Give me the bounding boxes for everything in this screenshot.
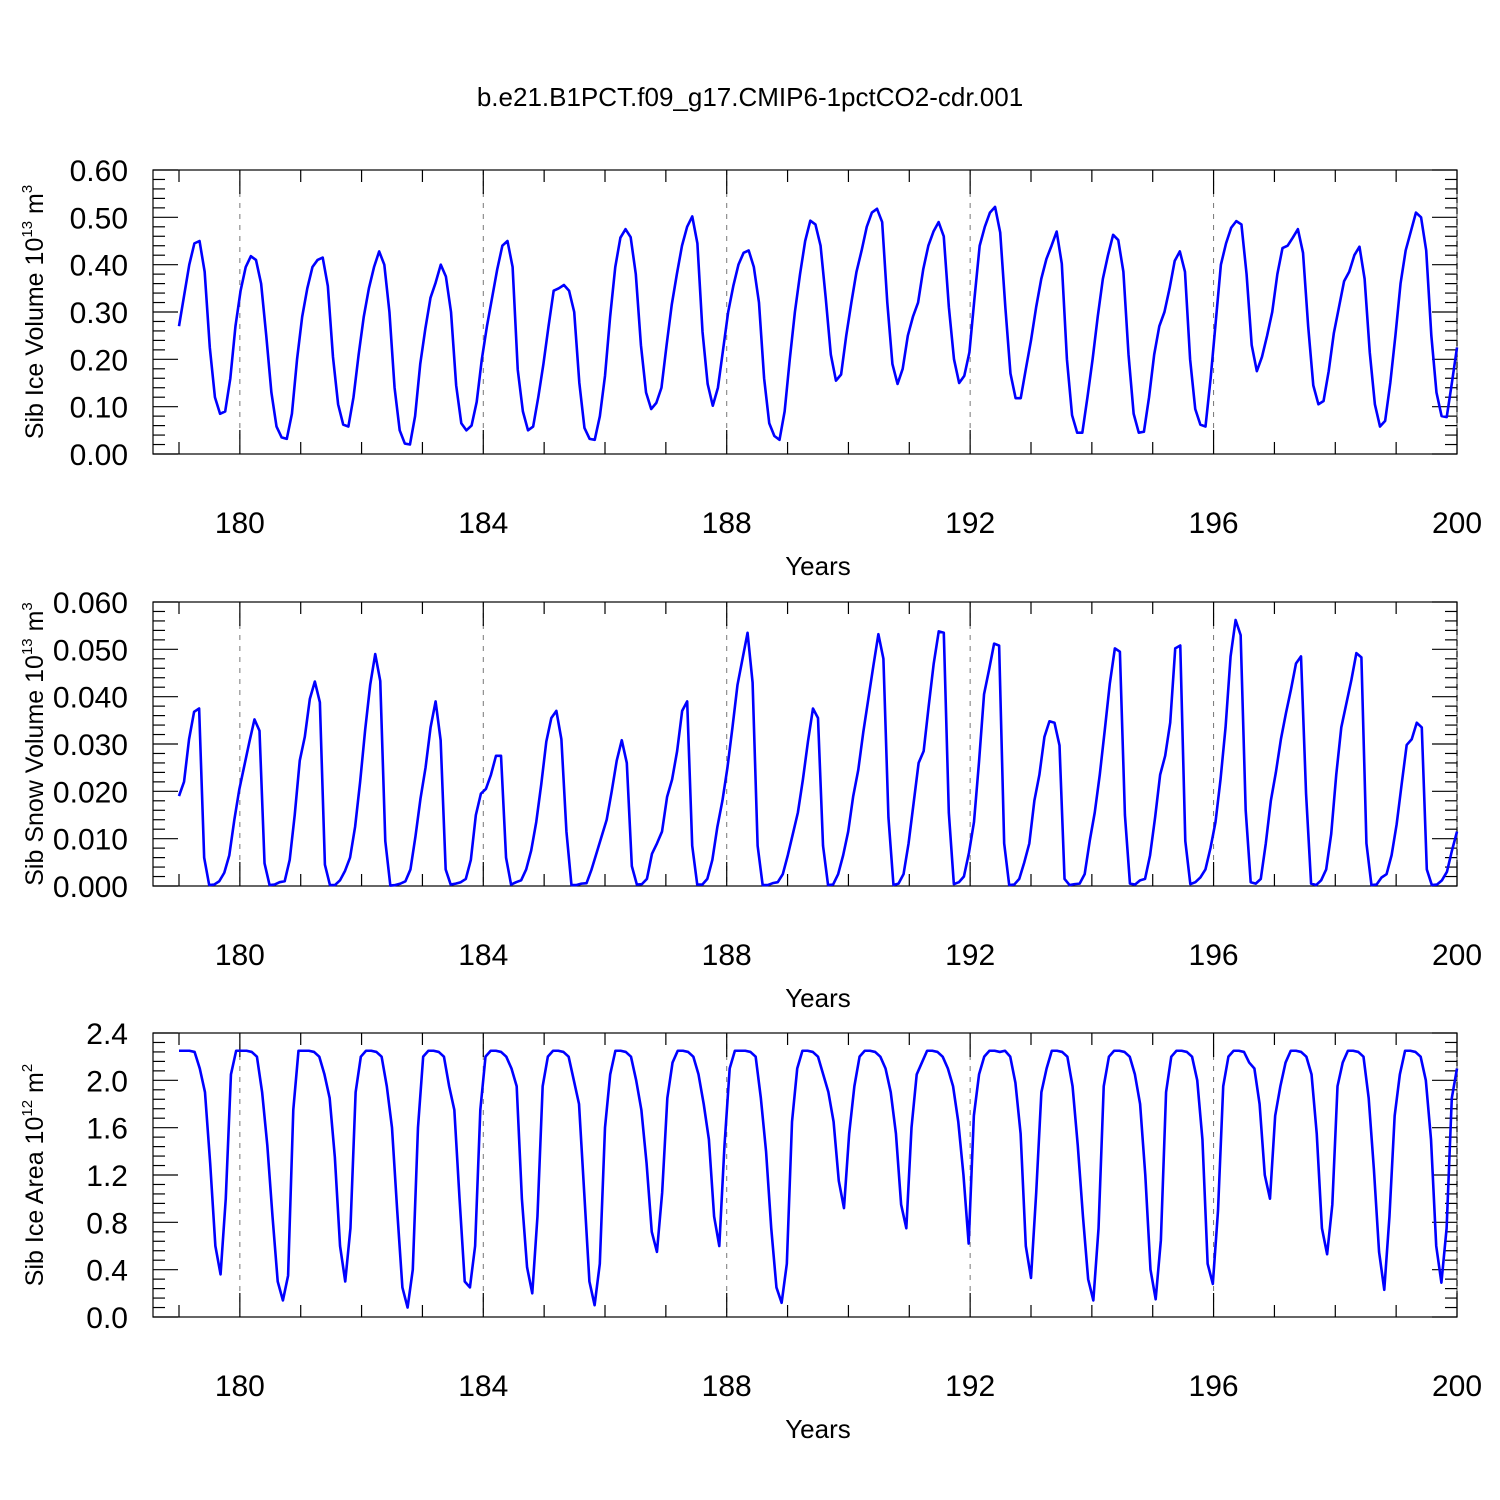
x-tick-label: 180 [215, 939, 265, 972]
y-tick-label: 2.0 [86, 1065, 128, 1098]
y-axis-label: Sib Ice Volume 1013 m3 [19, 185, 49, 439]
y-tick-label: 0.020 [53, 776, 128, 809]
y-axis-label-ylabel: Sib Ice Volume [21, 265, 49, 439]
y-axis-label-yunit-base: 10 [21, 655, 49, 683]
y-tick-label: 0.30 [70, 297, 128, 330]
x-tick-label: 192 [945, 939, 995, 972]
x-tick-label: 192 [945, 507, 995, 540]
y-axis-label-yunit-tail-exp: 2 [19, 1064, 36, 1072]
x-tick-label: 196 [1189, 507, 1239, 540]
plot-frame [152, 1032, 1458, 1318]
series-line [179, 1049, 1459, 1309]
y-axis-label-yunit-base: 10 [21, 1117, 49, 1145]
chart-title: b.e21.B1PCT.f09_g17.CMIP6-1pctCO2-cdr.00… [477, 82, 1023, 112]
y-tick-label: 0.010 [53, 824, 128, 857]
series-line [177, 205, 1459, 446]
y-tick-label: 0.40 [70, 250, 128, 283]
plot-frame [152, 169, 1458, 455]
y-axis-label-yunit-tail: m [21, 611, 49, 639]
x-tick-label: 200 [1432, 939, 1482, 972]
y-tick-label: 0.0 [86, 1302, 128, 1335]
y-tick-label: 0.60 [70, 155, 128, 188]
y-axis-label-yunit-tail-exp: 3 [19, 602, 36, 610]
x-tick-label: 196 [1189, 1370, 1239, 1403]
y-tick-label: 2.4 [86, 1018, 128, 1051]
y-tick-label: 0.050 [53, 634, 128, 667]
y-axis-label-yunit-exp: 13 [19, 638, 36, 655]
x-tick-label: 188 [702, 1370, 752, 1403]
series-line [177, 618, 1459, 887]
y-axis-label-yunit-exp: 12 [19, 1100, 36, 1117]
y-axis-label-yunit-base: 10 [21, 238, 49, 266]
y-axis-label-yunit-exp: 13 [19, 221, 36, 238]
panel-1: 180 184 188 192 196 200 Years 0.00 0.10 0.20 0.30 0… [19, 155, 1482, 581]
panel-3: 180 184 188 192 196 200 Years 0.0 0.4 0.8 1.2 1.6 2.… [19, 1018, 1482, 1444]
x-tick-label: 200 [1432, 1370, 1482, 1403]
y-axis-label-yunit-tail: m [21, 193, 49, 221]
x-tick-label: 188 [702, 939, 752, 972]
y-tick-label: 0.000 [53, 871, 128, 904]
y-axis-label-ylabel: Sib Ice Area [21, 1144, 49, 1286]
y-tick-label: 0.040 [53, 682, 128, 715]
plot-frame [152, 601, 1458, 887]
panels: 180 184 188 192 196 200 Years 0.00 0.10 0.20 0.30 0… [19, 155, 1482, 1444]
y-tick-label: 0.030 [53, 729, 128, 762]
y-tick-label: 0.20 [70, 344, 128, 377]
x-tick-label: 196 [1189, 939, 1239, 972]
x-axis-label: Years [785, 551, 851, 581]
x-tick-label: 180 [215, 1370, 265, 1403]
x-tick-label: 180 [215, 507, 265, 540]
x-tick-label: 184 [458, 507, 508, 540]
x-tick-label: 192 [945, 1370, 995, 1403]
x-tick-label: 188 [702, 507, 752, 540]
y-axis-label-ylabel: Sib Snow Volume [21, 683, 49, 886]
y-tick-label: 0.4 [86, 1255, 128, 1288]
y-axis-label-yunit-tail-exp: 3 [19, 185, 36, 193]
y-tick-label: 0.10 [70, 392, 128, 425]
x-axis-label: Years [785, 1414, 851, 1444]
y-tick-label: 0.060 [53, 587, 128, 620]
y-axis-label-yunit-tail: m [21, 1072, 49, 1100]
x-tick-label: 184 [458, 939, 508, 972]
y-tick-label: 1.2 [86, 1160, 128, 1193]
y-tick-label: 1.6 [86, 1113, 128, 1146]
y-tick-label: 0.8 [86, 1207, 128, 1240]
y-tick-label: 0.50 [70, 202, 128, 235]
x-tick-label: 200 [1432, 507, 1482, 540]
panel-2: 180 184 188 192 196 200 Years 0.000 0.010 0.020 0.… [19, 587, 1482, 1013]
x-tick-label: 184 [458, 1370, 508, 1403]
y-axis-label: Sib Ice Area 1012 m2 [19, 1064, 49, 1286]
y-axis-label: Sib Snow Volume 1013 m3 [19, 602, 49, 886]
y-tick-label: 0.00 [70, 439, 128, 472]
x-axis-label: Years [785, 983, 851, 1013]
